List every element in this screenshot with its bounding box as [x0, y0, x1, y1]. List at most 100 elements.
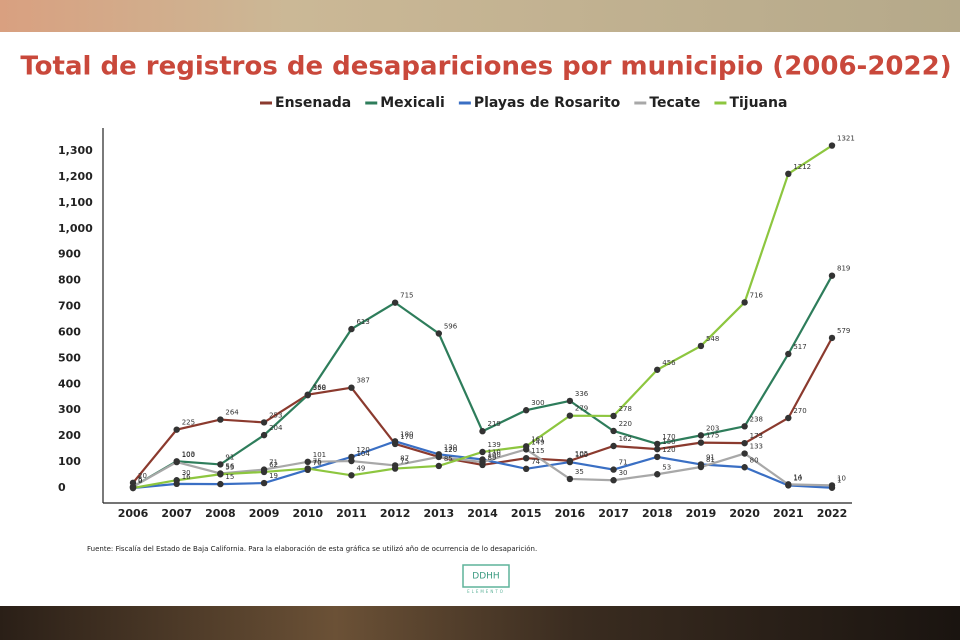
x-tick-label: 2013 [424, 507, 455, 520]
legend-label: Ensenada [275, 95, 351, 111]
data-label: 62 [269, 461, 278, 469]
data-label: 85 [444, 455, 453, 463]
data-label: 91 [706, 453, 715, 461]
data-point [260, 468, 268, 476]
data-label: 203 [706, 424, 719, 432]
data-label: 548 [706, 335, 719, 343]
data-label: 279 [575, 405, 588, 413]
data-point [479, 458, 486, 466]
data-point [697, 342, 705, 350]
data-label: 579 [837, 327, 850, 335]
data-point [217, 471, 224, 478]
data-point [785, 170, 792, 178]
data-point [741, 439, 748, 447]
data-label: 173 [750, 432, 763, 440]
data-label: 71 [269, 459, 278, 467]
bottom-banner [0, 606, 960, 640]
logo-subtitle: ELEMENTO [467, 589, 505, 594]
data-point [391, 465, 399, 472]
data-point [522, 407, 530, 414]
y-tick-label: 200 [58, 429, 81, 442]
data-label: 74 [531, 458, 540, 466]
data-label: 716 [750, 291, 764, 299]
y-tick-label: 1,200 [58, 170, 93, 183]
data-point [697, 432, 705, 439]
data-label: 204 [269, 424, 283, 432]
data-label: 1 [837, 477, 841, 485]
chart-title: Total de registros de desapariciones por… [20, 52, 951, 82]
data-point [173, 477, 180, 484]
data-point [304, 458, 311, 466]
data-label: 133 [750, 443, 763, 451]
data-label: 139 [488, 441, 501, 449]
data-label: 81 [706, 456, 715, 464]
data-label: 170 [400, 433, 413, 441]
data-label: 100 [182, 451, 195, 459]
data-point [217, 416, 224, 423]
data-point [173, 458, 180, 466]
data-label: 5 [138, 476, 142, 484]
y-tick-label: 500 [58, 351, 81, 364]
data-label: 103 [182, 450, 195, 458]
x-tick-label: 2017 [598, 507, 629, 520]
data-point [610, 477, 617, 484]
data-label: 30 [182, 469, 191, 477]
data-label: 30 [619, 469, 628, 477]
data-point [479, 448, 486, 456]
data-point [391, 438, 399, 445]
data-point [391, 299, 399, 306]
data-label: 715 [400, 292, 413, 300]
data-label: 358 [313, 384, 326, 392]
data-label: 16 [182, 473, 191, 481]
x-tick-label: 2010 [292, 507, 323, 520]
data-point [435, 453, 443, 461]
data-label: 115 [531, 447, 544, 455]
data-label: 89 [488, 454, 497, 462]
y-tick-label: 1,100 [58, 196, 93, 209]
x-tick-label: 2021 [773, 507, 804, 520]
data-label: 100 [575, 451, 588, 459]
data-label: 270 [793, 407, 806, 415]
data-label: 220 [619, 420, 632, 428]
data-point [785, 414, 792, 422]
data-label: 264 [225, 409, 239, 417]
data-label: 91 [225, 453, 234, 461]
data-point [741, 299, 748, 306]
data-label: 150 [662, 438, 675, 446]
data-point [828, 482, 836, 489]
data-label: 53 [225, 463, 234, 471]
y-tick-label: 700 [58, 300, 81, 313]
data-point [741, 450, 748, 457]
data-label: 1212 [793, 163, 811, 171]
legend-label: Tecate [649, 95, 700, 111]
x-tick-label: 2016 [555, 507, 586, 520]
data-label: 80 [750, 456, 759, 464]
data-point [217, 461, 224, 468]
data-point [566, 397, 574, 405]
data-label: 120 [356, 446, 369, 454]
data-label: 53 [662, 463, 671, 471]
data-point [479, 428, 486, 435]
legend-label: Tijuana [729, 95, 787, 111]
x-tick-label: 2020 [729, 507, 760, 520]
data-label: 75 [400, 458, 409, 466]
data-point [610, 427, 617, 435]
data-label: 120 [444, 446, 457, 454]
data-label: 14 [793, 473, 802, 481]
data-label: 336 [575, 390, 589, 398]
data-label: 596 [444, 322, 458, 330]
data-label: 104 [356, 450, 370, 458]
y-tick-label: 1,300 [58, 144, 93, 157]
data-point [522, 465, 530, 473]
data-point [129, 484, 137, 492]
data-point [348, 325, 355, 333]
x-tick-label: 2022 [817, 507, 848, 520]
data-label: 149 [531, 438, 544, 446]
data-label: 253 [269, 411, 282, 419]
data-point [260, 431, 268, 439]
x-tick-label: 2009 [249, 507, 280, 520]
x-tick-label: 2012 [380, 507, 411, 520]
data-label: 517 [793, 343, 806, 351]
